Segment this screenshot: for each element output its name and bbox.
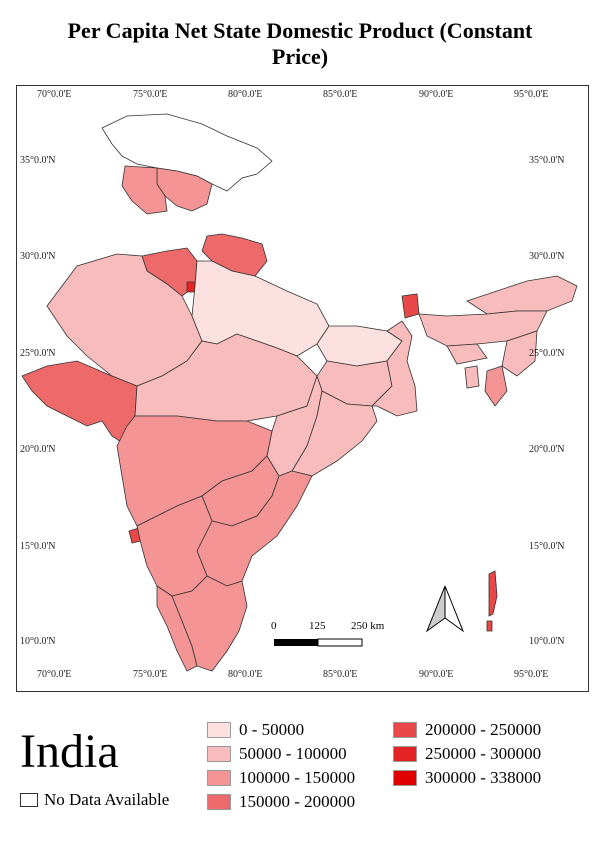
lat-tick-left: 25°0.0'N <box>20 348 56 359</box>
lat-tick-right: 10°0.0'N <box>529 636 565 647</box>
legend-label: 100000 - 150000 <box>239 768 356 787</box>
region-west-bengal <box>371 320 418 417</box>
legend-item: 150000 - 200000 <box>207 790 355 814</box>
legend-label: 50000 - 100000 <box>239 744 347 763</box>
lon-tick-top: 70°0.0'E <box>37 89 72 100</box>
region-nagaland-manipur <box>501 330 538 377</box>
map-frame: 70°0.0'E 75°0.0'E 80°0.0'E 85°0.0'E 90°0… <box>16 85 589 692</box>
north-arrow <box>425 585 465 633</box>
legend-swatch <box>207 722 231 738</box>
legend-swatch <box>207 746 231 762</box>
lon-tick-bottom: 70°0.0'E <box>37 669 72 680</box>
legend-swatch <box>207 770 231 786</box>
region-tripura <box>464 365 480 389</box>
region-nicobar <box>486 620 493 632</box>
legend-item: 200000 - 250000 <box>393 718 541 742</box>
legend-swatch <box>393 746 417 762</box>
no-data-label: No Data Available <box>44 790 170 809</box>
no-data-legend: No Data Available <box>20 790 169 810</box>
legend-swatch <box>393 722 417 738</box>
lat-tick-left: 35°0.0'N <box>20 155 56 166</box>
region-andaman <box>488 570 498 617</box>
country-name: India <box>20 725 119 778</box>
map-title-line1: Per Capita Net State Domestic Product (C… <box>67 18 533 43</box>
lon-tick-top: 95°0.0'E <box>514 89 549 100</box>
lat-tick-left: 20°0.0'N <box>20 444 56 455</box>
lon-tick-top: 85°0.0'E <box>323 89 358 100</box>
map-title-line2: Price) <box>271 44 329 69</box>
region-uttarakhand <box>201 233 268 277</box>
lon-tick-bottom: 75°0.0'E <box>133 669 168 680</box>
lon-tick-bottom: 90°0.0'E <box>419 669 454 680</box>
region-arunachal <box>466 275 578 315</box>
scale-bar <box>274 638 363 647</box>
india-map <box>21 113 578 672</box>
lat-tick-left: 15°0.0'N <box>20 541 56 552</box>
region-odisha <box>291 390 378 477</box>
legend-label: 250000 - 300000 <box>425 744 542 763</box>
region-mizoram <box>484 365 508 407</box>
legend-label: 150000 - 200000 <box>239 792 356 811</box>
lat-tick-right: 20°0.0'N <box>529 444 565 455</box>
region-uttar-pradesh <box>191 260 330 357</box>
lon-tick-bottom: 80°0.0'E <box>228 669 263 680</box>
legend-item: 50000 - 100000 <box>207 742 355 766</box>
scale-label-125: 125 <box>309 620 326 632</box>
lat-tick-right: 30°0.0'N <box>529 251 565 262</box>
lon-tick-top: 75°0.0'E <box>133 89 168 100</box>
region-jammu-kashmir <box>101 113 273 192</box>
legend-swatch <box>207 794 231 810</box>
legend-column-2: 200000 - 250000 250000 - 300000 300000 -… <box>393 718 541 790</box>
scale-label-0: 0 <box>271 620 277 632</box>
lon-tick-bottom: 95°0.0'E <box>514 669 549 680</box>
lon-tick-top: 80°0.0'E <box>228 89 263 100</box>
scale-label-250: 250 km <box>351 620 385 632</box>
legend-item: 100000 - 150000 <box>207 766 355 790</box>
legend-item: 300000 - 338000 <box>393 766 541 790</box>
lat-tick-right: 25°0.0'N <box>529 348 565 359</box>
legend-label: 300000 - 338000 <box>425 768 542 787</box>
legend-swatch <box>393 770 417 786</box>
map-title: Per Capita Net State Domestic Product (C… <box>0 18 600 70</box>
lon-tick-top: 90°0.0'E <box>419 89 454 100</box>
legend-column-1: 0 - 50000 50000 - 100000 100000 - 150000… <box>207 718 355 814</box>
lon-tick-bottom: 85°0.0'E <box>323 669 358 680</box>
region-delhi <box>186 281 196 293</box>
legend-label: 200000 - 250000 <box>425 720 542 739</box>
region-meghalaya <box>446 343 488 365</box>
region-punjab <box>121 165 168 215</box>
legend-item: 0 - 50000 <box>207 718 355 742</box>
region-sikkim <box>401 293 420 319</box>
legend-item: 250000 - 300000 <box>393 742 541 766</box>
legend-label: 0 - 50000 <box>239 720 305 739</box>
region-tamil-nadu <box>171 575 248 672</box>
lat-tick-left: 10°0.0'N <box>20 636 56 647</box>
lat-tick-right: 35°0.0'N <box>529 155 565 166</box>
lat-tick-left: 30°0.0'N <box>20 251 56 262</box>
lat-tick-right: 15°0.0'N <box>529 541 565 552</box>
no-data-swatch <box>20 793 38 807</box>
